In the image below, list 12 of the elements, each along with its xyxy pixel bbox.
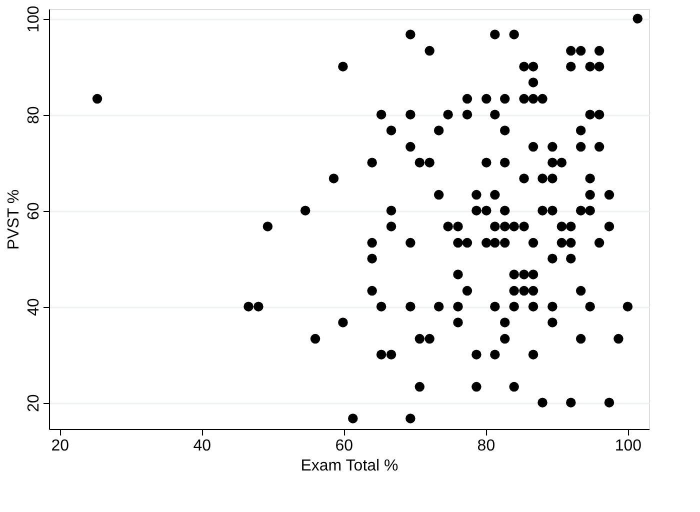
- y-tick-label: 100: [26, 6, 42, 32]
- y-tick-label: 60: [26, 202, 42, 220]
- x-tick-label: 60: [335, 438, 354, 454]
- y-tick-label: 80: [26, 106, 42, 124]
- y-tick-label: 20: [26, 394, 42, 412]
- y-axis-title: PVST %: [6, 189, 22, 250]
- x-axis-title: Exam Total %: [300, 458, 398, 474]
- x-tick-label: 20: [51, 438, 70, 454]
- x-tick-label: 80: [477, 438, 496, 454]
- x-tick-label: 100: [614, 438, 642, 454]
- y-tick-label: 40: [26, 298, 42, 316]
- x-tick-label: 40: [193, 438, 212, 454]
